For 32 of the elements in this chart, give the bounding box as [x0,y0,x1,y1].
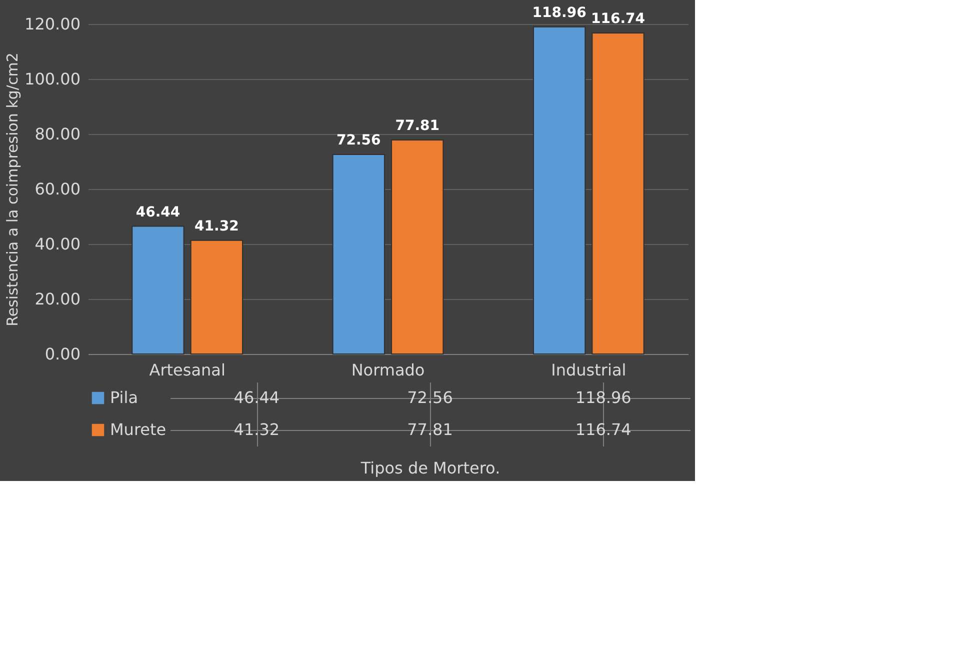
x-axis-title: Tipos de Mortero. [360,458,500,478]
y-tick-label: 60.00 [34,180,80,198]
text: 72.56 [336,132,381,148]
x-tick-label: Artesanal [149,360,226,380]
bar [391,140,444,354]
bar [190,240,244,354]
bar [592,32,644,354]
y-axis-title: Resistencia a la coimpresion kg/cm2 [4,52,22,326]
bar [532,26,586,354]
text: 41.32 [194,218,239,234]
y-tick-label: 80.00 [34,124,80,144]
text: 77.81 [395,118,440,134]
legend-label: Murete [110,420,166,439]
data-label: 77.81 [407,420,453,439]
y-tick-label: 40.00 [34,234,80,254]
bar [132,226,184,354]
data-label: 72.56 [407,388,453,407]
text: 116.74 [591,10,646,27]
data-label: 118.96 [575,388,632,407]
y-tick-label: 20.00 [34,290,80,308]
data-label: 41.32 [234,420,280,439]
x-tick-label: Normado [351,360,425,380]
legend-label: Pila [110,388,138,407]
y-tick-label: 100.00 [24,70,80,88]
y-tick-label: 0.00 [44,344,80,364]
bar [332,154,385,354]
y-tick-label: 120.00 [24,14,80,34]
x-tick-label: Industrial [551,360,626,380]
data-label: 46.44 [234,388,280,407]
text: 118.96 [532,4,586,21]
data-label: 116.74 [575,420,632,439]
text: 46.44 [136,204,180,220]
